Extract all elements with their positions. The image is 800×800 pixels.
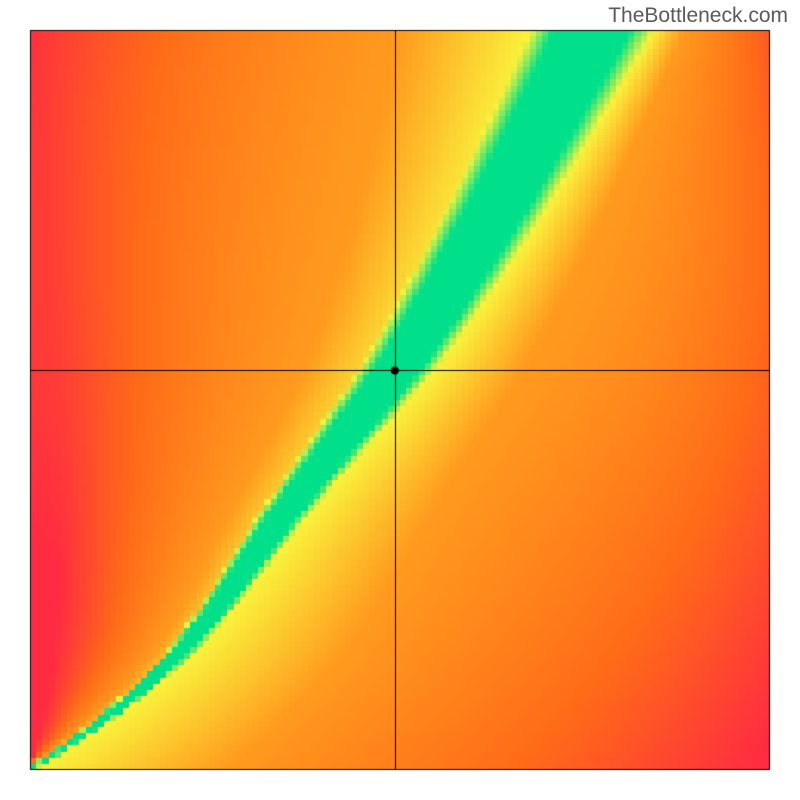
heatmap-canvas xyxy=(0,0,800,800)
chart-container: TheBottleneck.com xyxy=(0,0,800,800)
